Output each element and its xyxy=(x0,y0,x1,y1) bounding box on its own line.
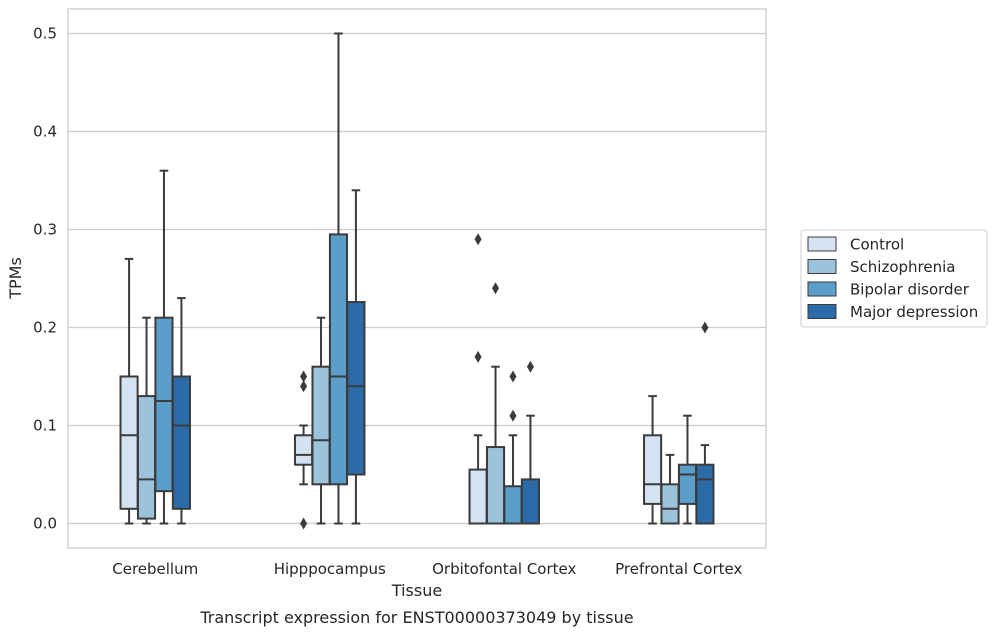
box xyxy=(468,468,488,525)
box xyxy=(485,446,506,525)
box xyxy=(119,375,139,510)
x-axis-label: Tissue xyxy=(391,581,442,600)
y-tick-label: 0.1 xyxy=(33,417,57,435)
y-tick-label: 0.0 xyxy=(33,515,57,533)
box xyxy=(171,375,191,510)
outlier-point xyxy=(474,350,482,363)
box-group xyxy=(328,32,349,525)
outlier-point xyxy=(300,370,308,383)
legend-frame xyxy=(800,229,988,328)
box xyxy=(328,233,349,486)
outlier-point xyxy=(474,233,482,246)
x-tick-label: Cerebellum xyxy=(112,560,198,578)
legend-swatch xyxy=(807,236,837,252)
box xyxy=(695,463,715,525)
legend-label: Major depression xyxy=(850,303,978,321)
box xyxy=(677,463,698,505)
box-group xyxy=(136,316,157,525)
outlier-point xyxy=(701,321,709,334)
legend-label: Schizophrenia xyxy=(850,258,955,276)
y-tick-label: 0.3 xyxy=(33,221,57,239)
box-group xyxy=(677,414,698,525)
box-group xyxy=(468,233,488,525)
box-group xyxy=(485,282,506,525)
legend-swatch xyxy=(807,281,837,297)
x-tick-label: Orbitofontal Cortex xyxy=(432,560,576,578)
box-group xyxy=(119,257,139,525)
legend-items: Control Schizophrenia Bipolar disorder Majo… xyxy=(807,236,978,321)
x-tick-label: Hipppocampus xyxy=(274,560,386,578)
legend-label: Bipolar disorder xyxy=(850,281,970,299)
box-group xyxy=(660,453,680,525)
x-axis-ticks: Cerebellum Hipppocampus Orbitofontal Corte… xyxy=(112,560,742,578)
box-group xyxy=(503,370,523,525)
legend-swatch xyxy=(807,304,837,319)
y-tick-label: 0.4 xyxy=(33,123,57,141)
box-group xyxy=(294,370,314,530)
outlier-point xyxy=(526,360,534,373)
box xyxy=(294,434,314,466)
box xyxy=(136,395,157,520)
y-tick-label: 0.2 xyxy=(33,319,57,337)
box-group xyxy=(171,297,191,525)
box-group xyxy=(643,395,663,525)
box-group xyxy=(311,316,331,525)
plot-frame xyxy=(67,8,767,549)
x-tick-label: Prefrontal Cortex xyxy=(615,560,742,578)
box xyxy=(311,365,331,486)
y-tick-label: 0.5 xyxy=(33,25,57,43)
box-plots xyxy=(119,32,715,530)
outlier-point xyxy=(509,370,517,383)
outlier-point xyxy=(300,380,308,393)
box xyxy=(503,485,523,525)
y-axis-label: TPMs xyxy=(6,257,25,300)
box xyxy=(660,483,680,525)
legend-swatch xyxy=(807,259,837,274)
box-group xyxy=(154,169,174,525)
legend-label: Control xyxy=(850,236,904,254)
outlier-point xyxy=(492,282,500,295)
legend: Control Schizophrenia Bipolar disorder Majo… xyxy=(800,229,988,328)
box-group xyxy=(520,360,540,525)
box xyxy=(346,301,366,476)
outlier-point xyxy=(300,517,308,530)
box-group xyxy=(346,189,366,525)
box xyxy=(643,434,663,505)
outlier-point xyxy=(509,409,517,422)
y-axis-ticks: 0.0 0.1 0.2 0.3 0.4 0.5 xyxy=(33,25,57,533)
figure-caption: Transcript expression for ENST0000037304… xyxy=(199,608,633,627)
box xyxy=(154,316,174,493)
box-group xyxy=(695,321,715,525)
box xyxy=(520,478,540,525)
